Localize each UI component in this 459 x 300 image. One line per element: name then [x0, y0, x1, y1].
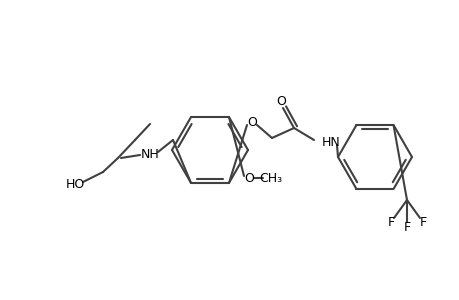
- Text: CH₃: CH₃: [259, 172, 282, 184]
- Text: F: F: [419, 217, 425, 230]
- Text: NH: NH: [140, 148, 159, 161]
- Text: O: O: [275, 94, 285, 107]
- Text: HN: HN: [321, 136, 340, 149]
- Text: O: O: [244, 172, 253, 184]
- Text: HO: HO: [65, 178, 84, 191]
- Text: F: F: [403, 221, 410, 235]
- Text: F: F: [386, 217, 394, 230]
- Text: O: O: [246, 116, 257, 130]
